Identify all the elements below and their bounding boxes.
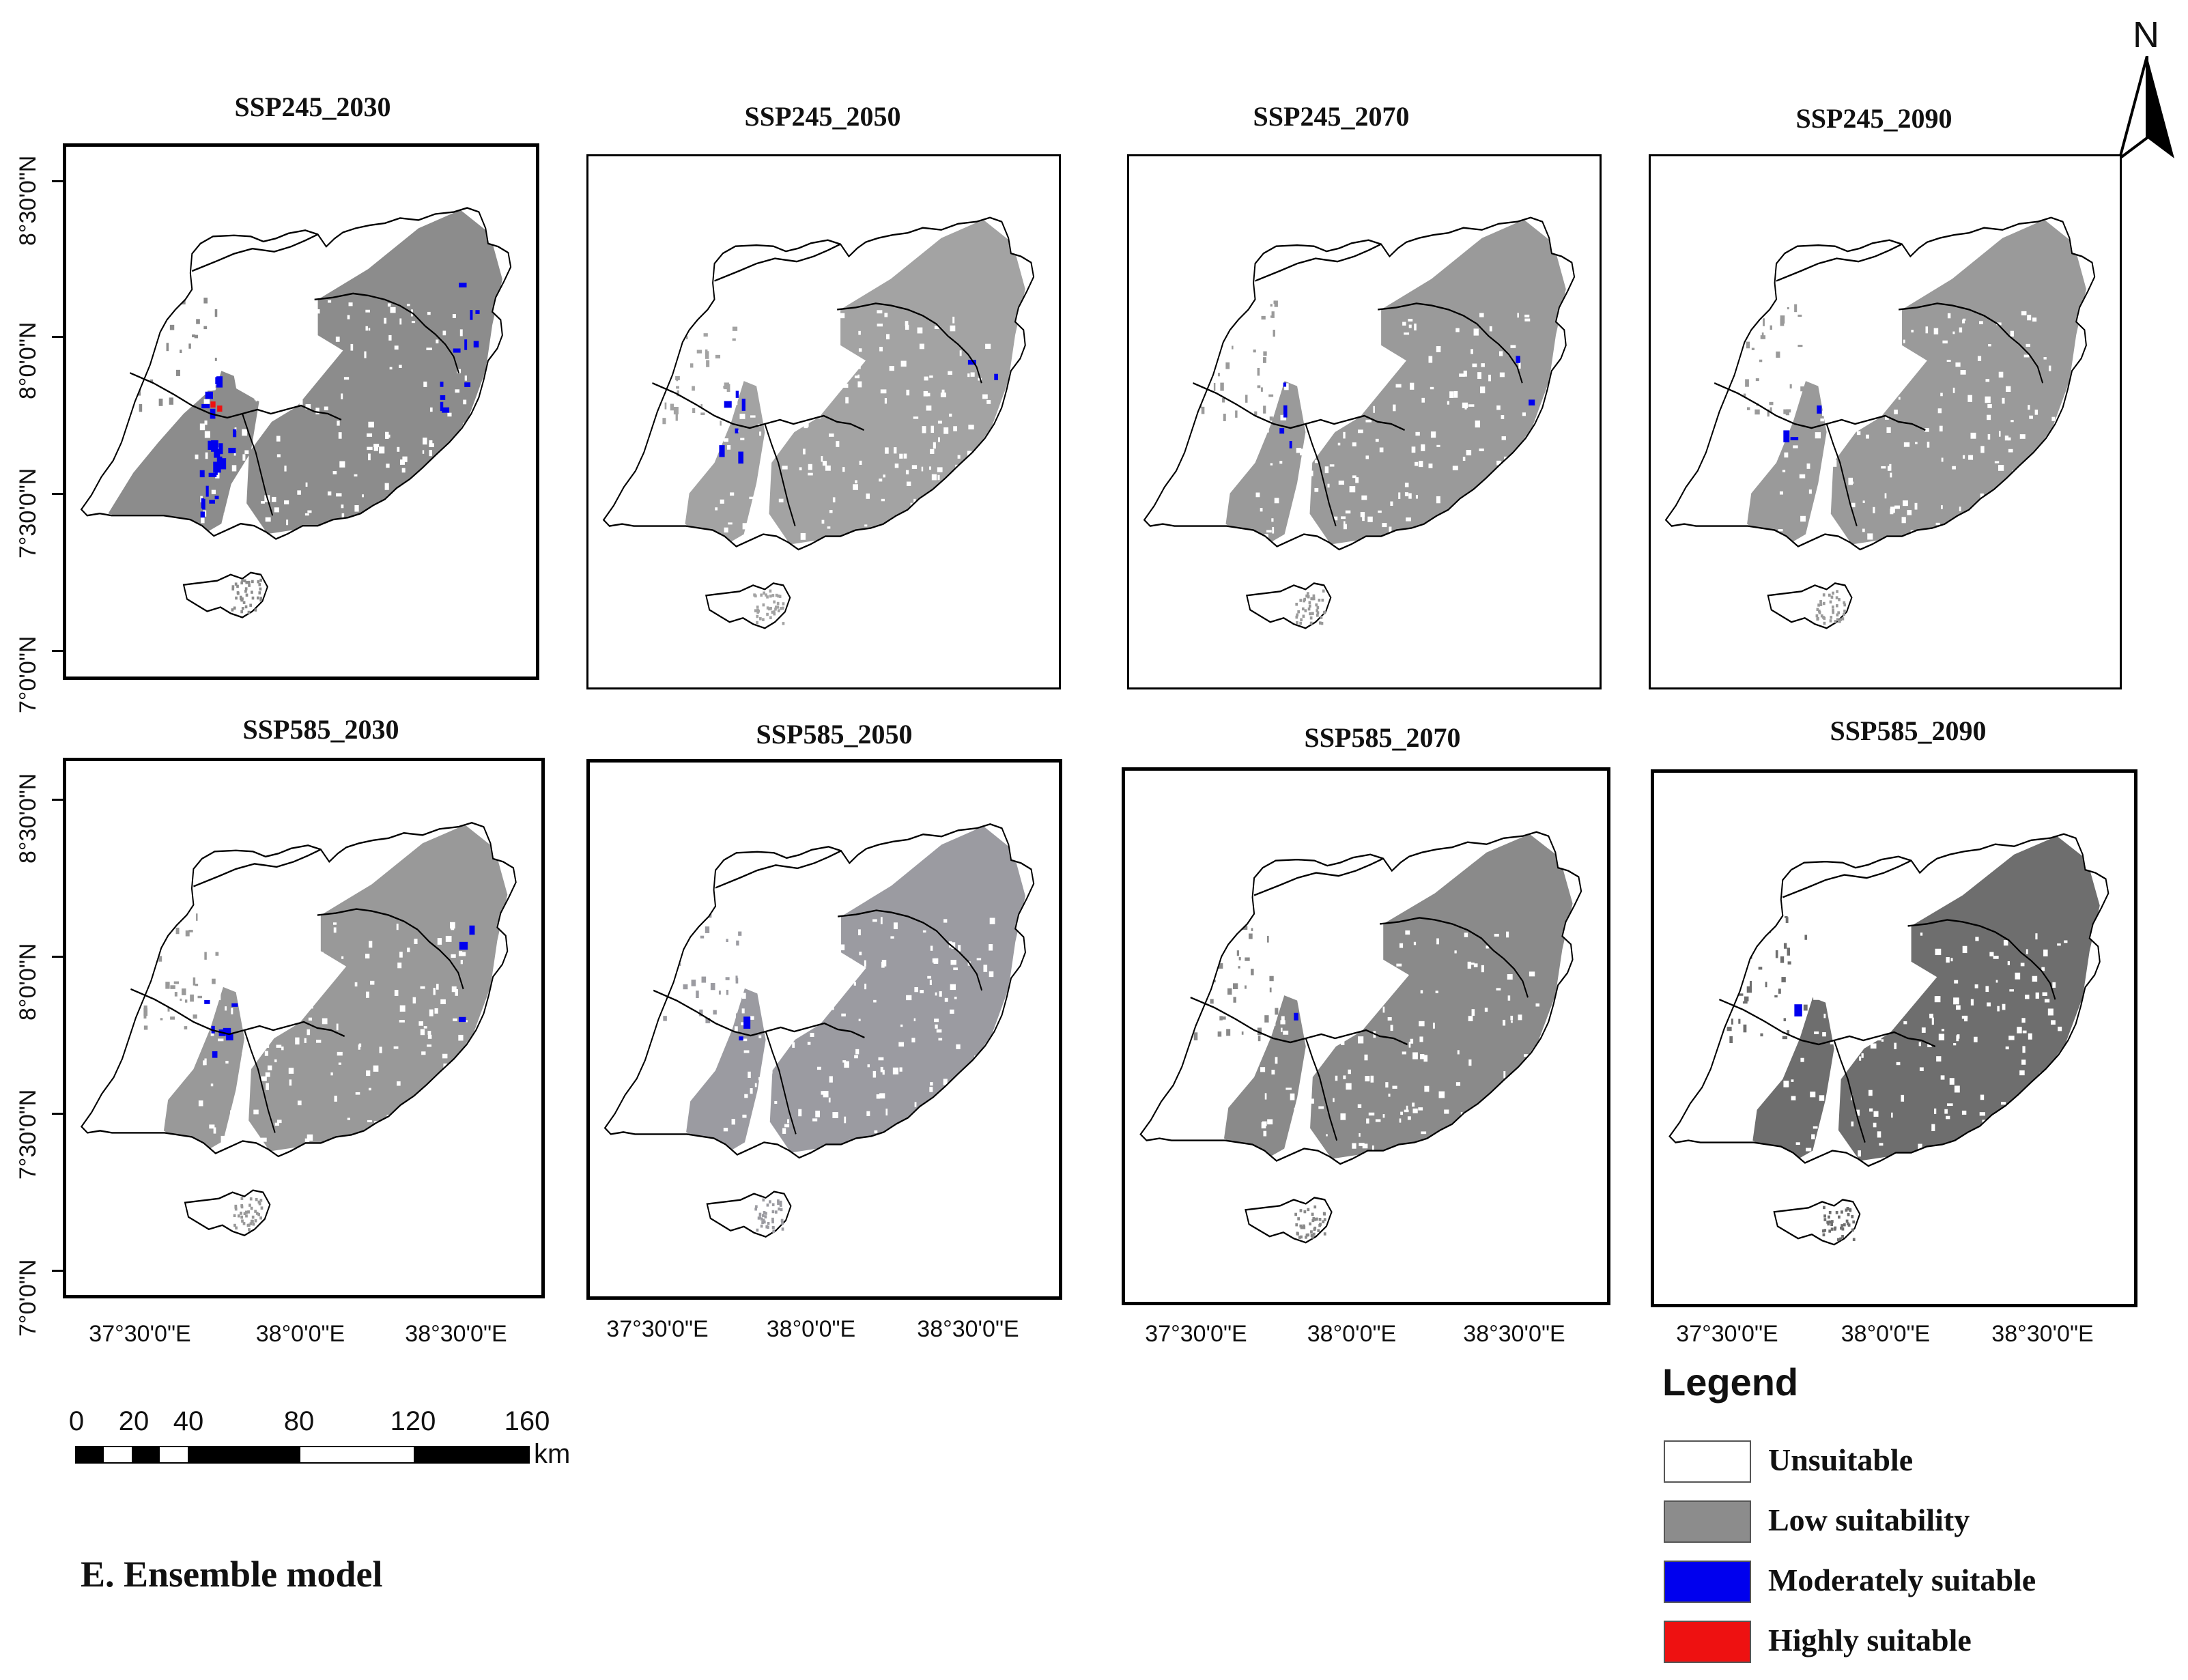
scale-bar-graphic: [75, 1446, 530, 1464]
lon-label-38-0-col4: 38°0'0"E: [1841, 1321, 1931, 1347]
map-panel-3: [1127, 154, 1602, 689]
lat-tick: [52, 336, 63, 338]
lat-label-8-30-row1: 8°30'0"N: [15, 155, 41, 246]
legend-swatch-low: [1664, 1500, 1751, 1543]
map-panel-5: [63, 758, 545, 1298]
lat-label-7-30-row1: 7°30'0"N: [15, 468, 41, 558]
lat-tick: [52, 650, 63, 652]
lat-tick: [52, 180, 63, 182]
lat-label-8-0-row1: 8°0'0"N: [15, 322, 41, 399]
legend-label-high: Highly suitable: [1768, 1623, 1972, 1657]
lon-label-38-0-col3: 38°0'0"E: [1307, 1321, 1397, 1347]
lon-label-38-0-col2: 38°0'0"E: [766, 1316, 856, 1342]
scale-tick-label: 20: [118, 1406, 150, 1436]
lat-tick: [52, 1113, 63, 1115]
suitability-map: [602, 216, 1035, 629]
north-arrow-label: N: [2133, 14, 2159, 55]
map-panel-8: [1651, 769, 2137, 1307]
suitability-map: [1139, 831, 1582, 1244]
lat-label-8-0-row2: 8°0'0"N: [15, 943, 41, 1021]
lat-label-7-0-row2: 7°0'0"N: [15, 1259, 41, 1337]
scale-tick-label: 120: [390, 1406, 436, 1436]
lat-tick: [52, 1270, 63, 1272]
suitability-map: [1664, 216, 2096, 629]
lat-label-7-30-row2: 7°30'0"N: [15, 1089, 41, 1180]
scale-tick-label: 40: [173, 1406, 204, 1436]
suitability-map: [80, 207, 512, 618]
panel-title-6: SSP585_2050: [756, 719, 913, 750]
panel-title-8: SSP585_2090: [1830, 715, 1987, 746]
legend-label-moderate: Moderately suitable: [1768, 1563, 2036, 1597]
legend-label-low: Low suitability: [1768, 1503, 1970, 1537]
legend-label-unsuitable: Unsuitable: [1768, 1442, 1914, 1477]
map-panel-4: [1649, 154, 2122, 689]
panel-title-5: SSP585_2030: [242, 714, 399, 745]
scale-unit: km: [534, 1439, 571, 1469]
lon-label-37-30-col3: 37°30'0"E: [1145, 1321, 1247, 1347]
lat-tick: [52, 493, 63, 495]
lat-label-8-30-row2: 8°30'0"N: [15, 773, 41, 864]
legend-swatch-high: [1664, 1621, 1751, 1663]
lon-label-37-30-col1: 37°30'0"E: [89, 1321, 191, 1347]
lon-label-38-30-col4: 38°30'0"E: [1991, 1321, 2094, 1347]
lat-label-7-0-row1: 7°0'0"N: [15, 636, 41, 713]
suitability-map: [1668, 833, 2109, 1246]
scale-tick-label: 0: [68, 1406, 85, 1436]
scale-tick-label: 160: [504, 1406, 550, 1436]
map-panel-2: [586, 154, 1061, 689]
north-arrow: N: [2116, 14, 2178, 158]
panel-title-7: SSP585_2070: [1304, 722, 1461, 753]
panel-title-2: SSP245_2050: [744, 101, 901, 132]
panel-title-4: SSP245_2090: [1795, 103, 1952, 134]
lat-tick: [52, 799, 63, 801]
lon-label-37-30-col2: 37°30'0"E: [606, 1316, 709, 1342]
map-panel-6: [586, 759, 1062, 1300]
suitability-map: [80, 821, 517, 1237]
scale-tick-label: 80: [283, 1406, 315, 1436]
legend-swatch-unsuitable: [1664, 1440, 1751, 1483]
lat-tick: [52, 956, 63, 958]
legend-title: Legend: [1662, 1361, 1799, 1404]
legend-swatch-moderate: [1664, 1561, 1751, 1603]
lon-label-37-30-col4: 37°30'0"E: [1676, 1321, 1778, 1347]
lon-label-38-0-col1: 38°0'0"E: [255, 1321, 345, 1347]
lon-label-38-30-col2: 38°30'0"E: [917, 1316, 1019, 1342]
panel-title-1: SSP245_2030: [234, 91, 391, 122]
figure-caption: E. Ensemble model: [81, 1554, 383, 1595]
suitability-map: [603, 823, 1035, 1238]
panel-title-3: SSP245_2070: [1253, 101, 1410, 132]
map-panel-1: [63, 143, 539, 680]
north-arrow-icon: [2118, 56, 2174, 158]
suitability-map: [1143, 216, 1576, 629]
map-panel-7: [1122, 767, 1610, 1305]
lon-label-38-30-col1: 38°30'0"E: [405, 1321, 507, 1347]
lon-label-38-30-col3: 38°30'0"E: [1463, 1321, 1565, 1347]
